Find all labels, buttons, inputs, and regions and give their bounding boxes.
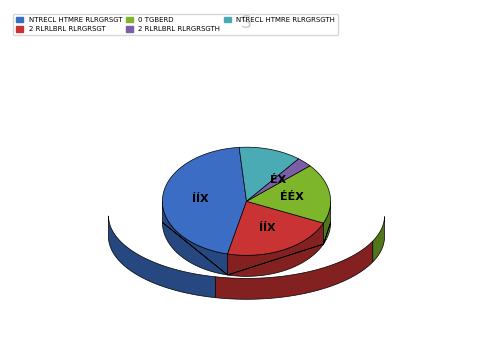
Polygon shape (323, 201, 331, 244)
Polygon shape (228, 223, 323, 276)
Text: ÍÍX: ÍÍX (259, 223, 276, 233)
Polygon shape (228, 201, 323, 255)
Polygon shape (239, 147, 298, 201)
Polygon shape (108, 216, 215, 298)
Text: ÉÉX: ÉÉX (281, 192, 304, 202)
Text: ÉX: ÉX (270, 175, 286, 185)
Polygon shape (215, 241, 373, 299)
Polygon shape (246, 166, 331, 223)
Polygon shape (373, 216, 385, 262)
Polygon shape (162, 201, 228, 275)
Legend: NTRECL HTMRE RLRGRSGT, 2 RLRLBRL RLRGRSGT, 0 TGBERD, 2 RLRLBRL RLRGRSGTH, NTRECL: NTRECL HTMRE RLRGRSGT, 2 RLRLBRL RLRGRSG… (13, 14, 338, 35)
Text: S: S (241, 14, 252, 32)
Polygon shape (162, 148, 246, 254)
Text: ÍÍX: ÍÍX (192, 194, 209, 204)
Polygon shape (246, 159, 310, 201)
